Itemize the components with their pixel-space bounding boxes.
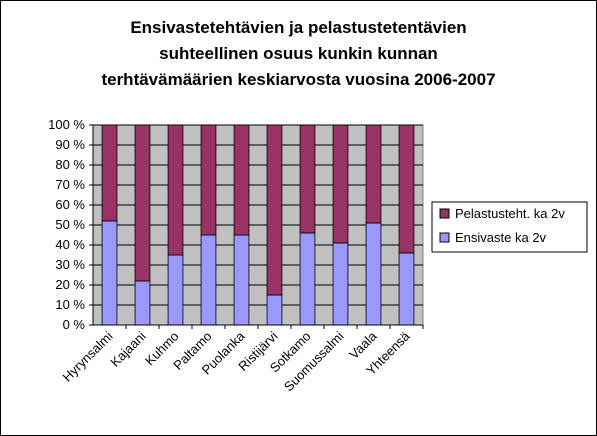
chart-title-line-1: Ensivastetehtävien ja pelastustetentävie… xyxy=(130,18,467,37)
y-tick-label: 0 % xyxy=(63,317,86,332)
bar-segment xyxy=(299,232,316,326)
bar-segment xyxy=(398,124,415,254)
x-category-label: Kajaani xyxy=(107,328,148,369)
y-tick-label: 30 % xyxy=(55,257,85,272)
y-tick-label: 70 % xyxy=(55,177,85,192)
legend-swatch xyxy=(439,232,450,243)
y-tick-label: 40 % xyxy=(55,237,85,252)
y-tick-label: 20 % xyxy=(55,277,85,292)
bar-segment xyxy=(332,124,349,244)
bar-segment xyxy=(332,242,349,326)
legend-label: Pelastusteht. ka 2v xyxy=(455,206,565,221)
bar-segment xyxy=(266,294,283,326)
bar-segment xyxy=(299,124,316,234)
y-tick-label: 60 % xyxy=(55,197,85,212)
bar-segment xyxy=(233,234,250,326)
y-tick-label: 80 % xyxy=(55,157,85,172)
y-tick-label: 10 % xyxy=(55,297,85,312)
bar-segment xyxy=(167,124,184,256)
bar-segment xyxy=(266,124,283,296)
y-tick-label: 90 % xyxy=(55,137,85,152)
y-tick-label: 50 % xyxy=(55,217,85,232)
bar-segment xyxy=(134,280,151,326)
bar-segment xyxy=(233,124,250,236)
bar-segment xyxy=(200,234,217,326)
x-category-label: Hyrynsalmi xyxy=(60,328,116,384)
bar-segment xyxy=(134,124,151,282)
bar-segment xyxy=(365,222,382,326)
bar-segment xyxy=(101,220,118,326)
chart-title-line-2: suhteellinen osuus kunkin kunnan xyxy=(159,44,438,63)
legend-box xyxy=(431,201,588,253)
legend-swatch xyxy=(439,208,450,219)
bar-segment xyxy=(101,124,118,222)
chart-title: Ensivastetehtävien ja pelastustetentävie… xyxy=(1,15,596,93)
legend: Pelastusteht. ka 2v Ensivaste ka 2v xyxy=(431,201,588,253)
bar-segment xyxy=(398,252,415,326)
legend-label: Ensivaste ka 2v xyxy=(455,230,547,245)
bar-segment xyxy=(200,124,217,236)
bar-segment xyxy=(167,254,184,326)
y-tick-label: 100 % xyxy=(48,117,85,132)
bar-segment xyxy=(365,124,382,224)
chart-title-line-3: terhtävämäärien keskiarvosta vuosina 200… xyxy=(101,70,496,89)
